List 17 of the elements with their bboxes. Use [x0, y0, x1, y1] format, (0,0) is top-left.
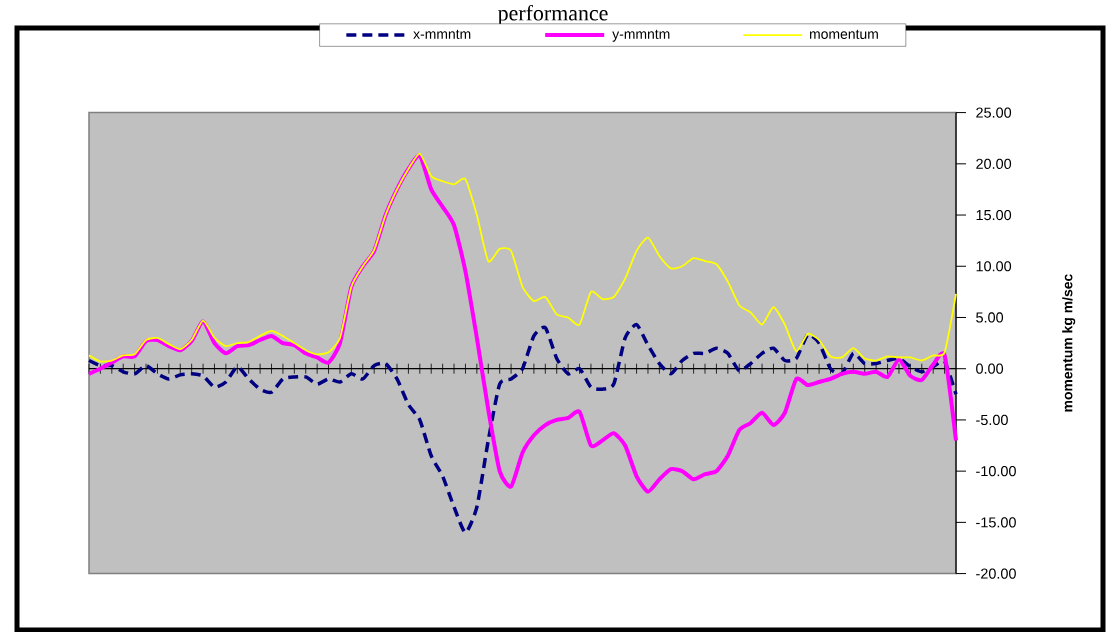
y-tick-label: 10.00 — [976, 261, 1012, 272]
line-series — [88, 152, 957, 363]
y-tick-label: -15.00 — [976, 517, 1016, 528]
legend-label: y-mmntm — [612, 29, 670, 42]
y-tick-label: -20.00 — [976, 568, 1016, 579]
legend-label: momentum — [809, 29, 878, 39]
chart-title: performance — [498, 4, 608, 26]
y-tick-label: 15.00 — [976, 209, 1012, 221]
y-tick-label: 20.00 — [976, 158, 1012, 169]
y-tick-label: 25.00 — [976, 107, 1012, 118]
legend-label: x-mmntm — [413, 29, 471, 39]
y-tick-label: 0.00 — [976, 363, 1004, 374]
y-tick-label: 5.00 — [976, 312, 1004, 323]
line-series — [87, 322, 958, 535]
y-tick-label: -10.00 — [976, 466, 1016, 477]
y-axis-title: momentum kg m/sec — [1062, 274, 1076, 412]
y-tick-label: -5.00 — [976, 414, 1008, 426]
